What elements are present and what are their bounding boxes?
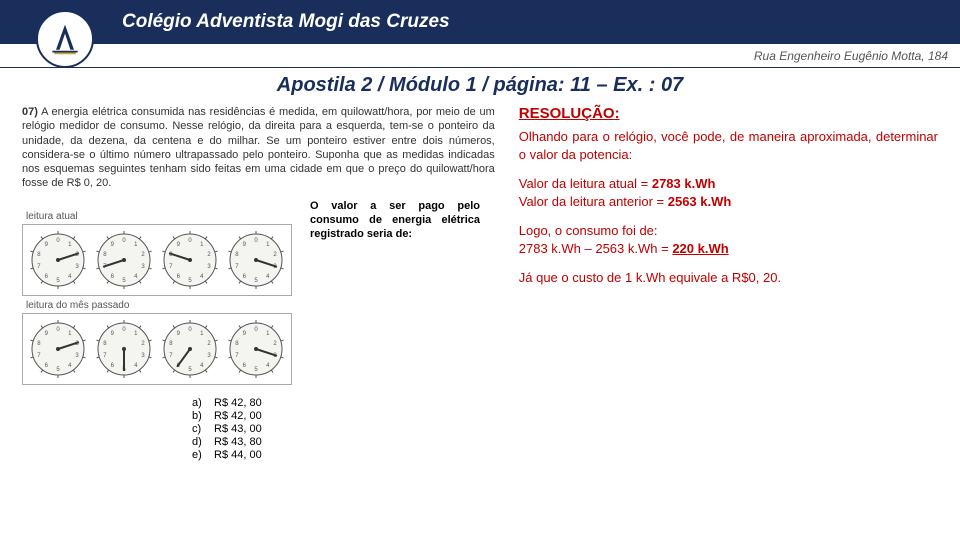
meter-dial: 0123456789 [225,318,287,380]
option-row: a)R$ 42, 80 [192,397,495,409]
meter-dial: 0123456789 [93,318,155,380]
option-row: c)R$ 43, 00 [192,423,495,435]
option-letter: a) [192,397,214,409]
problem-number: 07) [22,106,38,118]
mid-row: leitura atual 01234567890123456789012345… [22,199,495,389]
option-letter: c) [192,423,214,435]
meter-dial: 0123456789 [27,318,89,380]
option-row: e)R$ 44, 00 [192,449,495,461]
meter-dial: 0123456789 [225,229,287,291]
option-value: R$ 44, 00 [214,449,262,461]
current-reading-label: leitura atual [26,211,292,222]
content: 07) A energia elétrica consumida nas res… [0,105,960,462]
resolution-title: RESOLUÇÃO: [519,105,938,122]
address-bar: Rua Engenheiro Eugênio Motta, 184 [0,44,960,68]
resolution-readings: Valor da leitura atual = 2783 k.Wh Valor… [519,175,938,210]
option-letter: d) [192,436,214,448]
resolution-cost: Já que o custo de 1 k.Wh equivale a R$0,… [519,269,938,287]
school-logo [36,10,94,68]
answer-options: a)R$ 42, 80b)R$ 42, 00c)R$ 43, 00d)R$ 43… [192,397,495,461]
page-title: Apostila 2 / Módulo 1 / página: 11 – Ex.… [0,74,960,97]
option-letter: e) [192,449,214,461]
meter-dial: 0123456789 [93,229,155,291]
resolution-p1: Olhando para o relógio, você pode, de ma… [519,128,938,163]
meter-dial: 0123456789 [159,318,221,380]
dials-current: 0123456789012345678901234567890123456789 [22,224,292,296]
resolution-calc: Logo, o consumo foi de: 2783 k.Wh – 2563… [519,222,938,257]
option-value: R$ 43, 80 [214,436,262,448]
option-value: R$ 42, 00 [214,410,262,422]
problem-text: 07) A energia elétrica consumida nas res… [22,105,495,191]
question-prompt: O valor a ser pago pelo consumo de energ… [310,199,480,242]
option-letter: b) [192,410,214,422]
problem-body: A energia elétrica consumida nas residên… [22,106,495,189]
dials-previous: 0123456789012345678901234567890123456789 [22,313,292,385]
previous-reading-label: leitura do mês passado [26,300,292,311]
option-value: R$ 42, 80 [214,397,262,409]
option-value: R$ 43, 00 [214,423,262,435]
option-row: b)R$ 42, 00 [192,410,495,422]
school-address: Rua Engenheiro Eugênio Motta, 184 [754,49,948,63]
option-row: d)R$ 43, 80 [192,436,495,448]
right-column: RESOLUÇÃO: Olhando para o relógio, você … [519,105,938,462]
school-name: Colégio Adventista Mogi das Cruzes [122,11,450,33]
left-column: 07) A energia elétrica consumida nas res… [22,105,495,462]
meter-dial: 0123456789 [27,229,89,291]
meter-dial: 0123456789 [159,229,221,291]
header-bar: Colégio Adventista Mogi das Cruzes [0,0,960,44]
dials-block: leitura atual 01234567890123456789012345… [22,209,292,389]
